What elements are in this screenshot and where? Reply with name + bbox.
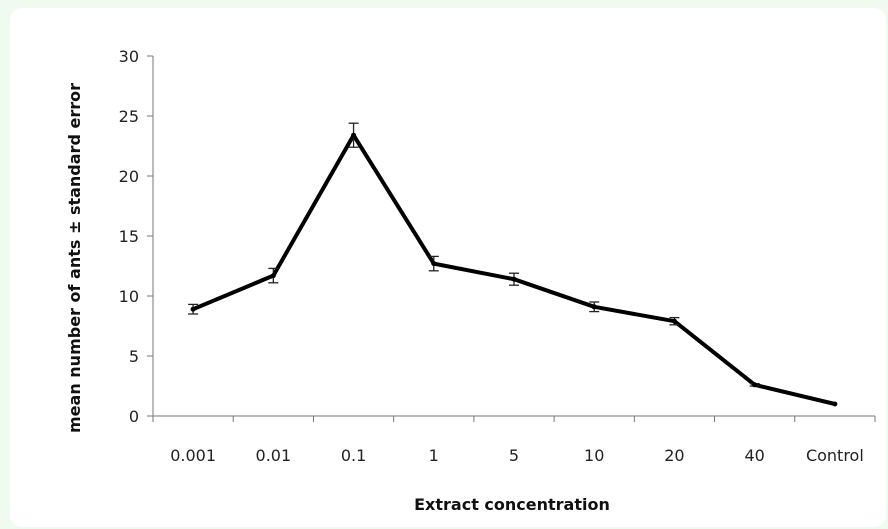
x-tick-label: 0.1 xyxy=(341,446,366,465)
y-tick-label: 30 xyxy=(119,47,139,66)
x-axis: 0.001 0.01 0.1 1 5 10 20 40 Control xyxy=(152,415,876,465)
data-point xyxy=(431,261,437,267)
series-layer xyxy=(188,122,838,407)
data-point xyxy=(270,273,276,279)
x-tick-label: 20 xyxy=(664,446,684,465)
x-tick-label: Control xyxy=(806,446,864,465)
y-tick-label: 0 xyxy=(129,407,139,426)
data-point xyxy=(511,276,517,282)
data-point xyxy=(832,401,838,407)
x-tick-label: 0.001 xyxy=(170,446,216,465)
data-point xyxy=(671,318,677,324)
data-point xyxy=(190,306,196,312)
x-axis-title: Extract concentration xyxy=(414,495,610,514)
y-tick-label: 10 xyxy=(119,287,139,306)
data-point xyxy=(351,132,357,138)
series-line xyxy=(191,133,837,406)
y-tick-label: 5 xyxy=(129,347,139,366)
data-point xyxy=(752,382,758,388)
data-point xyxy=(591,304,597,310)
x-tick-label: 10 xyxy=(584,446,604,465)
x-tick-label: 5 xyxy=(509,446,519,465)
y-tick-label: 20 xyxy=(119,167,139,186)
y-tick-label: 25 xyxy=(119,107,139,126)
y-axis: 0 5 10 15 20 25 30 xyxy=(119,47,154,426)
x-tick-label: 40 xyxy=(744,446,764,465)
y-axis-title: mean number of ants ± standard error xyxy=(65,83,84,433)
y-tick-label: 15 xyxy=(119,227,139,246)
x-tick-label: 0.01 xyxy=(256,446,292,465)
x-tick-label: 1 xyxy=(429,446,439,465)
